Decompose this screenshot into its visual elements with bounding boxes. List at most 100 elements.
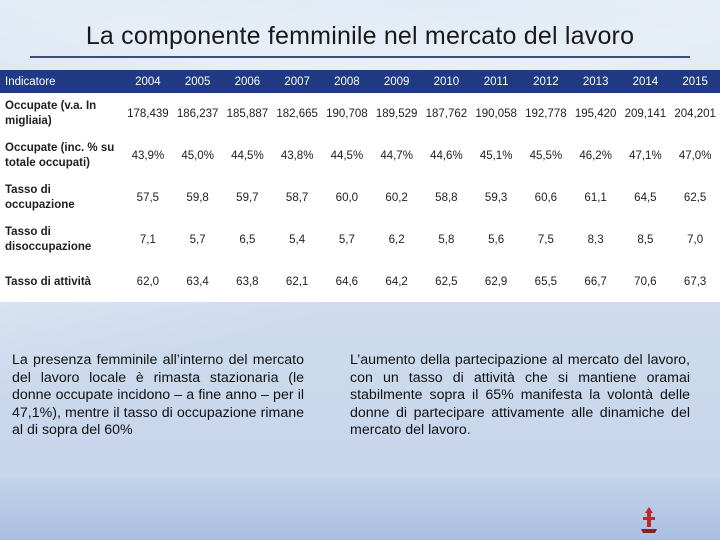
table-cell: 47,1% [629,150,662,162]
table-cell: 46,2% [579,150,612,162]
footer-band [0,478,720,540]
table-cell: 192,778 [525,108,567,120]
table-row: Tasso di disoccupazione 7,1 5,7 6,5 5,4 5,7 6,2… [0,219,720,261]
row-label: Tasso di disoccupazione [0,219,123,261]
table-cell: 62,5 [435,276,458,288]
row-label: Occupate (v.a. In migliaia) [0,93,123,135]
row-label-line: disoccupazione [5,241,92,253]
table-cell: 189,529 [375,108,418,120]
column-header: 2011 [471,70,521,93]
table-cell: 5,6 [488,234,505,246]
table-cell: 62,1 [285,276,309,288]
institution-logo [638,505,714,535]
table-cell: 62,0 [136,276,160,288]
table-cell: 58,8 [435,192,458,204]
table-cell: 195,420 [574,108,617,120]
row-label-line: Occupate (v.a. In [5,100,97,112]
column-header: 2007 [272,70,322,93]
table-cell: 60,2 [385,192,408,204]
column-header: Indicatore [0,70,123,93]
table-cell: 63,4 [186,276,209,288]
table-cell: 59,8 [186,192,209,204]
table-cell: 62,5 [683,192,707,204]
table-cell: 60,0 [335,192,359,204]
table-cell: 7,0 [687,234,704,246]
table-cell: 43,8% [280,150,314,162]
table-cell: 178,439 [127,108,169,120]
table-cell: 59,3 [484,192,508,204]
table-cell: 59,7 [236,192,259,204]
table-cell: 187,762 [425,108,468,120]
row-label: Occupate (inc. % su totale occupati) [0,135,123,177]
table-cell: 60,6 [534,192,558,204]
table-row: Tasso di occupazione 57,5 59,8 59,7 58,7 60,0 6… [0,177,720,219]
row-label: Tasso di attività [0,261,123,303]
table-cell: 44,5% [231,150,264,162]
table-cell: 5,7 [338,234,355,246]
table-cell: 64,5 [634,192,657,204]
table-cell: 45,5% [529,150,563,162]
column-header: 2005 [172,70,223,93]
table-cell: 190,708 [326,108,368,120]
institution-logo-icon [641,507,657,533]
table-cell: 209,141 [624,108,667,120]
table-cell: 66,7 [584,276,607,288]
column-header: 2015 [670,70,720,93]
column-header: 2008 [322,70,372,93]
row-label-line: Tasso di attività [5,275,92,288]
table-cell: 43,9% [131,150,165,162]
table-cell: 58,7 [285,192,309,204]
table-header-row: Indicatore 2004 2005 2006 2007 2008 2009… [0,70,720,93]
column-header: 2009 [371,70,422,93]
row-label-line: totale occupati) [5,157,90,169]
column-header: 2004 [123,70,173,93]
column-header: 2010 [421,70,472,93]
table-cell: 44,7% [380,150,413,162]
table-row: Occupate (inc. % su totale occupati) 43,9%… [0,135,720,177]
indicators-table-panel: Indicatore 2004 2005 2006 2007 2008 2009… [0,70,720,302]
row-label: Tasso di occupazione [0,177,123,219]
table-cell: 6,5 [239,234,256,246]
table-cell: 182,665 [276,108,318,120]
table-cell: 204,201 [674,108,716,120]
table-cell: 8,3 [587,234,604,246]
table-cell: 8,5 [637,234,654,246]
table-cell: 61,1 [584,192,607,204]
table-cell: 64,2 [385,276,408,288]
indicators-table: Indicatore 2004 2005 2006 2007 2008 2009… [0,70,720,303]
page-title: La componente femminile nel mercato del … [85,22,635,50]
column-header: 2014 [620,70,671,93]
table-cell: 5,4 [289,234,306,246]
table-cell: 62,9 [484,276,508,288]
table-cell: 70,6 [634,276,657,288]
table-cell: 7,1 [139,234,156,246]
row-label-line: Tasso di [5,226,51,238]
row-label-line: occupazione [5,199,75,211]
table-cell: 67,3 [683,276,707,288]
column-header: 2012 [521,70,571,93]
commentary-right: L’aumento della partecipazione al mercat… [350,352,690,438]
table-cell: 47,0% [678,150,712,162]
row-label-line: migliaia) [5,115,52,127]
table-cell: 6,2 [388,234,405,246]
table-cell: 63,8 [236,276,259,288]
table-body: Occupate (v.a. In migliaia) 178,439 186,237… [0,93,720,303]
table-cell: 65,5 [534,276,558,288]
table-cell: 5,8 [438,234,455,246]
table-row: Tasso di attività 62,0 63,4 63,8 62,1 64,6 64,… [0,261,720,303]
table-cell: 185,887 [226,108,269,120]
table-cell: 5,7 [189,234,206,246]
row-label-line: Tasso di [5,184,51,196]
commentary-left: La presenza femminile all’interno del me… [12,352,304,438]
table-cell: 57,5 [136,192,160,204]
table-cell: 190,058 [475,108,517,120]
table-row: Occupate (v.a. In migliaia) 178,439 186,237… [0,93,720,135]
row-label-line: Occupate (inc. % su [5,142,115,154]
table-cell: 44,5% [330,150,364,162]
table-cell: 186,237 [176,108,219,120]
column-header: 2013 [570,70,621,93]
table-cell: 7,5 [537,234,554,246]
table-cell: 64,6 [335,276,359,288]
column-header: 2006 [222,70,273,93]
table-cell: 45,1% [479,150,513,162]
